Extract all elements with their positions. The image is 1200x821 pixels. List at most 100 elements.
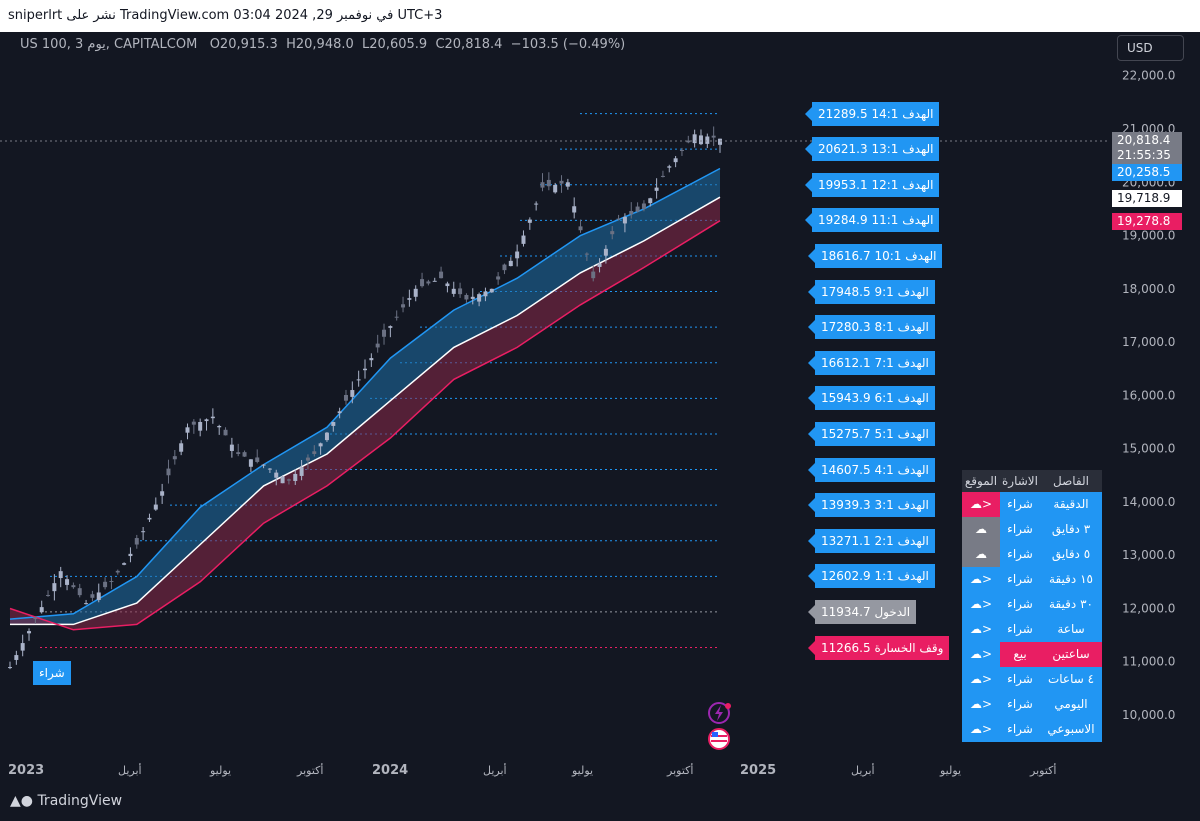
signals-header: الفاصل الاشارة الموقع: [962, 470, 1102, 492]
price-tag-last: 21:55:35: [1112, 147, 1182, 164]
candle-body: [597, 263, 602, 267]
candle-body: [686, 140, 691, 143]
level-label-target: الهدف 4:1 14607.5: [808, 457, 935, 482]
candle-body: [572, 206, 577, 213]
candle-body: [90, 594, 95, 598]
signal-timeframe: اليومي: [1054, 697, 1088, 711]
candle-body: [635, 206, 640, 212]
symbol-name[interactable]: US 100, يوم 3, CAPITALCOM: [20, 37, 198, 52]
candle-body: [648, 198, 653, 204]
candle-body: [286, 479, 291, 481]
candle-body: [705, 136, 710, 144]
candle-body: [39, 607, 44, 613]
fast-ma-band: [10, 168, 720, 625]
currency-button[interactable]: USD: [1117, 35, 1184, 61]
candle-body: [508, 260, 513, 267]
candle-body: [502, 264, 507, 271]
candle-body: [236, 452, 241, 454]
header-timeframe: الفاصل: [1053, 474, 1089, 488]
x-tick-label: أكتوبر: [296, 763, 323, 777]
open-value: O20,915.3: [209, 37, 278, 52]
x-tick-label: يوليو: [939, 764, 961, 777]
candle-body: [103, 581, 108, 588]
candle-body: [255, 457, 260, 462]
candle-body: [477, 294, 482, 302]
change-value: −103.5 (−0.49%): [510, 37, 626, 52]
logo-mark-icon: ▲●: [10, 793, 33, 809]
close-value: C20,818.4: [435, 37, 503, 52]
candle-body: [198, 422, 203, 431]
candle-body: [217, 425, 222, 428]
lightning-icon[interactable]: [708, 702, 731, 724]
x-tick-label: 2024: [372, 763, 408, 778]
level-label-target: الهدف 8:1 17280.3: [808, 315, 935, 340]
candle-body: [172, 456, 177, 460]
candle-body: [356, 379, 361, 381]
level-label-target: الهدف 9:1 17948.5: [808, 279, 935, 304]
tradingview-logo[interactable]: ▲● TradingView: [10, 793, 122, 809]
candle-body: [305, 457, 310, 461]
candle-body: [654, 187, 659, 191]
header-position: الموقع: [964, 474, 998, 488]
level-label-target: الهدف 1:1 12602.9: [808, 564, 935, 589]
candle-body: [565, 182, 570, 187]
y-tick-label: 12,000.0: [1122, 601, 1175, 615]
signal-row: ٤ ساعات شراء <☁: [962, 667, 1102, 692]
signal-value: شراء: [1007, 547, 1033, 561]
signal-row: الدقيقة شراء <☁: [962, 492, 1102, 517]
candle-body: [350, 390, 355, 397]
slow-ma-band: [10, 197, 720, 630]
us-flag-icon[interactable]: [708, 728, 730, 750]
candle-body: [610, 231, 615, 235]
candle-body: [629, 210, 634, 215]
candle-body: [147, 517, 152, 520]
candle-body: [58, 571, 63, 579]
candle-body: [71, 585, 76, 588]
signal-timeframe: الاسبوعي: [1047, 722, 1095, 736]
candle-body: [27, 631, 32, 634]
signals-table: الفاصل الاشارة الموقع الدقيقة شراء <☁ ٣ دقا…: [962, 470, 1102, 742]
level-label-target: الهدف 14:1 21289.5: [804, 101, 940, 126]
signal-position-cloud-icon: <☁: [969, 722, 993, 736]
candle-body: [14, 655, 19, 660]
x-tick-label: أبريل: [851, 763, 875, 777]
candle-body: [160, 491, 165, 496]
candle-body: [267, 468, 272, 470]
candle-body: [432, 280, 437, 282]
mid-ma-line: [10, 196, 721, 626]
level-label-target: الهدف 7:1 16612.1: [808, 350, 935, 375]
candle-body: [153, 504, 158, 510]
y-tick-label: 19,000.0: [1122, 229, 1175, 243]
signal-row: ١٥ دقيقة شراء <☁: [962, 567, 1102, 592]
signal-value: شراء: [1007, 697, 1033, 711]
candle-body: [515, 251, 520, 259]
candle-body: [210, 416, 215, 419]
candle-body: [204, 419, 209, 422]
signal-value: شراء: [1007, 572, 1033, 586]
price-tag-slow: 19,278.8: [1112, 213, 1182, 230]
candle-body: [324, 432, 329, 441]
candle-body: [223, 429, 228, 436]
signal-timeframe: ساعتين: [1040, 642, 1102, 667]
candle-body: [84, 603, 89, 605]
candle-body: [445, 283, 450, 287]
ma-bands: [9, 167, 721, 631]
candle-body: [413, 288, 418, 297]
brand-name: TradingView: [37, 793, 123, 809]
signal-value: شراء: [1007, 597, 1033, 611]
x-tick-label: 2025: [740, 763, 776, 778]
candle-body: [489, 288, 494, 293]
candle-body: [375, 343, 380, 348]
candle-body: [134, 538, 139, 545]
candle-body: [312, 451, 317, 454]
candle-body: [331, 422, 336, 426]
signal-row: اليومي شراء <☁: [962, 692, 1102, 717]
level-label-target: الهدف 3:1 13939.3: [808, 493, 935, 518]
publish-bar: sniperlrt نشر على TradingView.com في نوف…: [0, 0, 1200, 32]
signal-position-cloud-icon: ☁: [962, 542, 1000, 567]
candle-body: [280, 476, 285, 484]
candle-body: [616, 218, 621, 220]
signal-row: ساعة شراء <☁: [962, 617, 1102, 642]
candle-body: [711, 135, 716, 138]
